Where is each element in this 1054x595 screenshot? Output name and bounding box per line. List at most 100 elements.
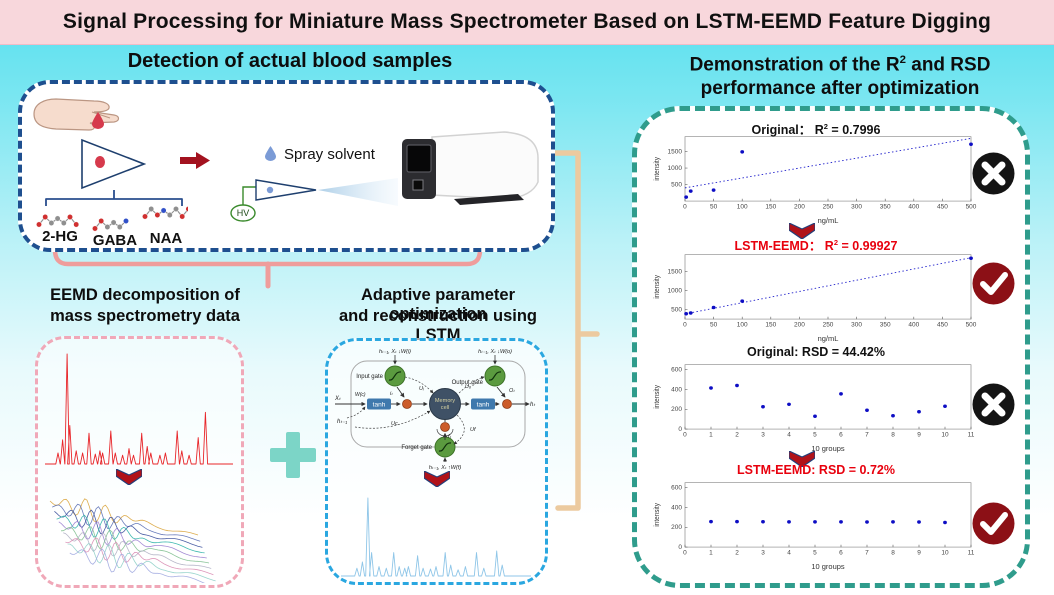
- blood-drop-icon: [92, 112, 104, 129]
- svg-text:9: 9: [917, 432, 921, 439]
- svg-text:350: 350: [880, 322, 891, 329]
- fail-icon: [971, 151, 1016, 196]
- tanh-left-label: tanh: [373, 402, 386, 409]
- plot3-rsd-original: 0 1 2 3 4 5 6 7 8 9 10 11 0 200 400 600 10 groups intensi…: [654, 364, 975, 453]
- it-label: iₜ: [390, 391, 393, 397]
- reconstructed-spectrum-plot: [341, 497, 531, 577]
- plot3-title: Original: RSD = 44.42%: [747, 345, 885, 359]
- uo-label: Uₒ: [465, 384, 471, 390]
- svg-text:400: 400: [908, 322, 919, 329]
- svg-text:11: 11: [968, 550, 975, 557]
- performance-demo-panel: Original： R2 = 0.7996 0 50 100 150 200 250 300…: [632, 106, 1030, 588]
- plot4-title: LSTM-EEMD: RSD = 0.72%: [736, 463, 895, 477]
- svg-text:1: 1: [709, 550, 713, 557]
- svg-text:intensity: intensity: [654, 156, 661, 180]
- svg-text:7: 7: [865, 550, 869, 557]
- svg-text:500: 500: [671, 182, 682, 189]
- svg-text:4: 4: [787, 432, 791, 439]
- svg-text:600: 600: [671, 367, 682, 374]
- svg-text:0: 0: [683, 322, 687, 329]
- svg-text:3: 3: [761, 550, 765, 557]
- imf-decomposition-plot: [49, 498, 216, 583]
- nano-esi-source: HV: [230, 178, 398, 222]
- output-gate-label: Output gate: [452, 380, 484, 386]
- svg-text:0: 0: [683, 204, 687, 211]
- svg-text:200: 200: [794, 322, 805, 329]
- memory-cell-label-1: Memory: [435, 398, 455, 404]
- plus-icon: [270, 432, 316, 478]
- down-arrow-icon: [116, 469, 142, 485]
- feed-top-right-label: hₜ₋₁, Xₜ ↓W(o): [478, 349, 512, 355]
- svg-text:ng/mL: ng/mL: [818, 216, 839, 225]
- spray-solvent-label: Spray solvent: [284, 146, 375, 163]
- svg-text:5: 5: [813, 550, 817, 557]
- svg-text:1: 1: [709, 432, 713, 439]
- svg-text:2: 2: [735, 432, 739, 439]
- eemd-panel: [35, 336, 244, 588]
- ui-label: Uᵢ: [419, 386, 424, 392]
- blood-section-title: Detection of actual blood samples: [127, 50, 453, 72]
- input-gate-label: Input gate: [356, 374, 383, 380]
- molecule-label-naa: NAA: [149, 230, 183, 247]
- svg-text:6: 6: [839, 432, 843, 439]
- pass-icon: [971, 261, 1016, 306]
- svg-text:150: 150: [765, 204, 776, 211]
- h-prev-label: hₜ₋₁: [337, 419, 347, 425]
- svg-text:200: 200: [794, 204, 805, 211]
- plot2-r2-lstm-eemd: 0 50 100 150 200 250 300 350 400 450 500 500 1000 150…: [654, 254, 977, 343]
- svg-text:50: 50: [710, 322, 718, 329]
- hand-icon: [33, 98, 120, 131]
- svg-text:ng/mL: ng/mL: [818, 334, 839, 343]
- hv-label: HV: [237, 208, 250, 218]
- ft-label: fₜ: [448, 434, 452, 440]
- eemd-section-title-line1: EEMD decomposition of: [50, 286, 240, 304]
- svg-text:300: 300: [851, 204, 862, 211]
- plot2-title: LSTM-EEMD： R2 = 0.99927: [734, 237, 898, 253]
- down-arrow-icon: [424, 471, 450, 487]
- h-output-label: hₜ: [530, 402, 535, 408]
- svg-text:1500: 1500: [668, 269, 683, 276]
- svg-text:450: 450: [937, 204, 948, 211]
- wc-label: W(c): [355, 392, 366, 398]
- svg-text:1000: 1000: [668, 288, 683, 295]
- eemd-section-title-line2: mass spectrometry data: [50, 307, 240, 325]
- svg-text:1000: 1000: [668, 165, 683, 172]
- raw-mass-spectrum-plot: [45, 353, 233, 465]
- solvent-drop-icon: [265, 146, 276, 161]
- fail-icon: [971, 382, 1016, 427]
- svg-text:2: 2: [735, 550, 739, 557]
- plot1-r2-original: 0 50 100 150 200 250 300 350 400 450 500 500 1000 150…: [654, 136, 977, 225]
- right-arrow-icon: [180, 152, 210, 169]
- svg-text:200: 200: [671, 524, 682, 531]
- svg-text:400: 400: [671, 387, 682, 394]
- svg-text:0: 0: [678, 426, 682, 433]
- svg-text:6: 6: [839, 550, 843, 557]
- svg-text:10 groups: 10 groups: [811, 562, 845, 571]
- svg-text:3: 3: [761, 432, 765, 439]
- svg-text:400: 400: [671, 505, 682, 512]
- svg-text:1500: 1500: [668, 149, 683, 156]
- svg-text:100: 100: [737, 204, 748, 211]
- lstm-cell-diagram: hₜ₋₁, Xₜ ↓W(i) hₜ₋₁, Xₜ ↓W(o) hₜ₋₁, Xₜ ↑…: [334, 349, 535, 471]
- svg-text:100: 100: [737, 322, 748, 329]
- plot4-rsd-lstm-eemd: 0 1 2 3 4 5 6 7 8 9 10 11 0 200 400 600 10 groups intensi…: [654, 482, 975, 571]
- lstm-section-title-line1: Adaptive parameter optimization: [360, 286, 516, 323]
- svg-text:250: 250: [823, 322, 834, 329]
- svg-text:0: 0: [683, 432, 687, 439]
- svg-text:10: 10: [941, 432, 949, 439]
- blood-sample-panel: 2-HG GABA NAA Spray solvent HV: [18, 80, 555, 252]
- mass-spectrometer: [402, 131, 539, 205]
- memory-cell-label-2: cell: [441, 405, 449, 411]
- svg-text:300: 300: [851, 322, 862, 329]
- svg-text:350: 350: [880, 204, 891, 211]
- tanh-right-label: tanh: [477, 402, 490, 409]
- molecule-naa: [142, 206, 188, 220]
- title-banner: Signal Processing for Miniature Mass Spe…: [0, 0, 1054, 45]
- molecule-bracket: [45, 190, 183, 206]
- svg-text:150: 150: [765, 322, 776, 329]
- x-input-label: Xₜ: [334, 396, 341, 402]
- down-arrow-icon: [789, 451, 815, 467]
- svg-text:7: 7: [865, 432, 869, 439]
- svg-text:intensity: intensity: [654, 384, 661, 408]
